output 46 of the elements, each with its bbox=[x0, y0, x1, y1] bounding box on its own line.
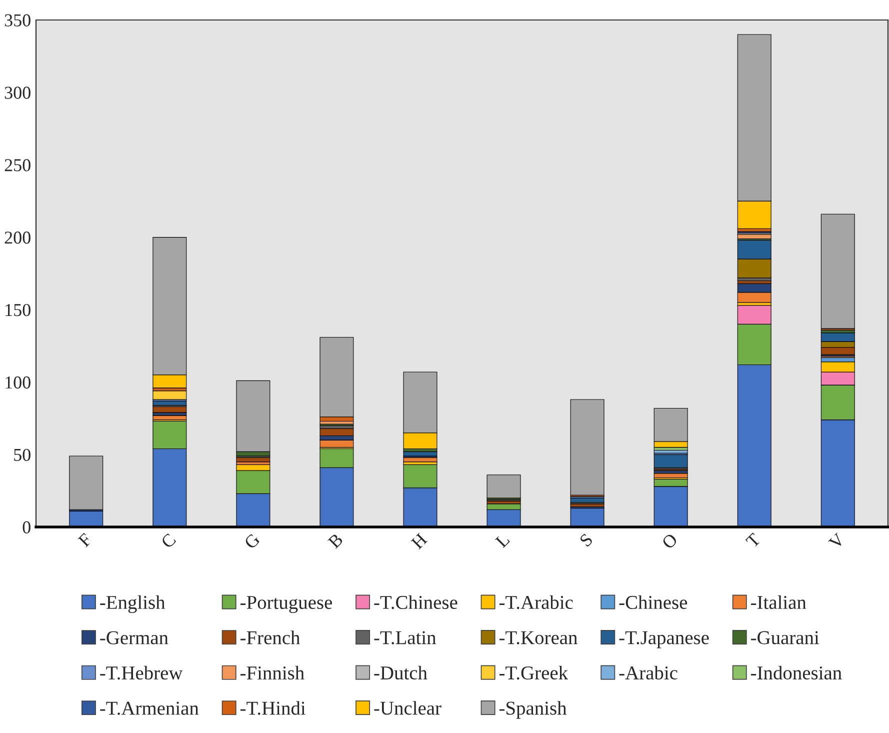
legend-label: -Dutch bbox=[374, 666, 428, 680]
legend-label: -Italian bbox=[751, 595, 806, 610]
legend-label: -Portuguese bbox=[240, 596, 332, 614]
legend-label: -Arabic bbox=[619, 666, 678, 680]
x-tick-label: T bbox=[745, 532, 762, 548]
legend-label: -T.Hindi bbox=[240, 701, 306, 715]
y-tick-label: 0 bbox=[22, 521, 30, 534]
y-tick-label: 100 bbox=[6, 376, 30, 389]
x-tick-label: H bbox=[410, 532, 428, 550]
bar bbox=[654, 454, 688, 468]
y-tick-label: 150 bbox=[6, 304, 30, 316]
legend-label: -T.Hebrew bbox=[100, 666, 183, 680]
legend-label: -French bbox=[240, 630, 300, 644]
legend-label: -T.Armenian bbox=[100, 702, 199, 715]
x-tick-label: C bbox=[160, 532, 176, 549]
legend-label: -T.Korean bbox=[499, 631, 578, 644]
legend-label: -Guarani bbox=[751, 631, 820, 644]
x-tick-label: S bbox=[579, 533, 594, 548]
legend-label: -T.Japanese bbox=[619, 631, 709, 648]
bar bbox=[820, 214, 855, 329]
legend-label: -Spanish bbox=[499, 701, 567, 719]
y-tick-label: 50 bbox=[14, 448, 30, 462]
bar bbox=[320, 336, 354, 418]
bar bbox=[486, 474, 521, 498]
y-tick-label: 250 bbox=[4, 159, 30, 172]
bar bbox=[320, 428, 354, 436]
legend-label: -T.Latin bbox=[374, 631, 436, 644]
legend-label: -Indonesian bbox=[751, 666, 842, 680]
legend-label: -English bbox=[100, 595, 166, 614]
x-tick-label: V bbox=[828, 532, 846, 550]
x-tick-label: O bbox=[661, 532, 678, 550]
x-tick-label: F bbox=[78, 532, 92, 548]
legend-label: -Finnish bbox=[240, 666, 304, 680]
bar bbox=[570, 399, 604, 496]
x-tick-label: L bbox=[494, 533, 510, 548]
legend-label: -T.Arabic bbox=[499, 595, 573, 610]
y-tick-label: 200 bbox=[4, 232, 30, 244]
legend-label: -German bbox=[100, 631, 168, 644]
y-tick-label: 300 bbox=[4, 86, 30, 99]
legend-label: -Unclear bbox=[374, 701, 442, 715]
y-tick-label: 350 bbox=[4, 14, 30, 26]
x-tick-label: B bbox=[328, 532, 344, 549]
legend-label: -T.Chinese bbox=[374, 595, 458, 610]
x-tick-label: G bbox=[244, 532, 261, 550]
legend-label: -Chinese bbox=[619, 595, 688, 610]
legend-label: -T.Greek bbox=[499, 666, 568, 680]
